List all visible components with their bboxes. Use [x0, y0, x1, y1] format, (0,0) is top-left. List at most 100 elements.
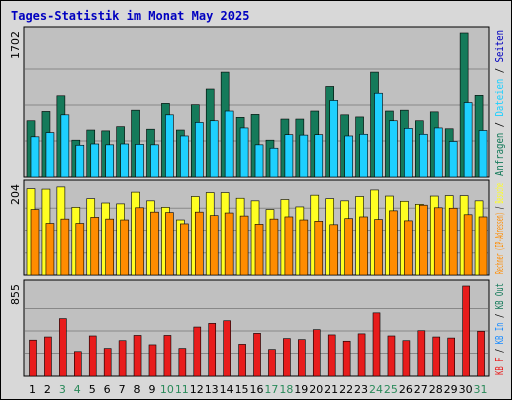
bar-rechner	[150, 211, 159, 276]
panel-top: 1702	[9, 26, 490, 178]
bar-kb-f	[163, 335, 172, 377]
panel-top-legend: Anfragen / Dateien / Seiten	[493, 30, 506, 176]
legend-part: /	[493, 204, 506, 213]
legends: Anfragen / Dateien / Seiten Rechner (IP-A…	[493, 30, 506, 375]
bar-rechner	[239, 215, 249, 276]
x-tick-label: 22	[339, 383, 353, 396]
bar-rechner	[389, 210, 398, 276]
legend-part: /	[493, 117, 506, 133]
x-tick-label: 2	[44, 383, 51, 396]
x-tick-label: 9	[148, 383, 155, 396]
x-tick-label: 27	[414, 383, 428, 396]
bar-dateien	[299, 134, 309, 178]
bar-rechner	[374, 219, 383, 276]
bar-dateien	[359, 133, 368, 178]
x-tick-label: 3	[59, 383, 66, 396]
bar-kb-f	[238, 344, 246, 377]
bar-kb-f	[432, 336, 441, 377]
panel-top-ymax-label: 1702	[9, 31, 22, 59]
bar-dateien	[180, 135, 189, 178]
bar-kb-f	[298, 339, 306, 377]
bar-rechner	[120, 219, 129, 276]
bar-rechner	[463, 214, 473, 276]
bar-kb-f	[133, 335, 142, 377]
bar-kb-f	[29, 339, 37, 377]
x-tick-label: 19	[294, 383, 308, 396]
bar-dateien	[284, 134, 294, 178]
bar-dateien	[374, 92, 383, 178]
x-tick-label: 20	[309, 383, 323, 396]
bar-kb-f	[372, 312, 381, 377]
x-tick-label: 29	[444, 383, 458, 396]
bar-kb-f	[283, 338, 291, 377]
x-tick-label: 14	[220, 383, 234, 396]
x-tick-label: 23	[354, 383, 368, 396]
bar-kb-f	[312, 329, 321, 377]
x-axis-labels: 1 2 3 4 5 6 7 8 9 10 11 12 13 14 15 16 17 18 19 20 21 22 23 24 2…	[29, 383, 488, 396]
x-tick-label: 8	[134, 383, 141, 396]
bar-kb-f	[193, 326, 202, 377]
bar-rechner	[45, 223, 55, 276]
x-tick-label: 1	[29, 383, 36, 396]
bar-dateien	[314, 134, 324, 178]
bar-rechner	[299, 219, 309, 276]
bar-dateien	[404, 128, 413, 178]
bar-dateien	[463, 102, 473, 178]
legend-part: KB In	[493, 322, 506, 344]
panel-middle: 204	[9, 179, 490, 276]
bar-dateien	[75, 144, 85, 178]
bar-kb-f	[74, 351, 82, 377]
bar-kb-f	[148, 344, 157, 377]
legend-part: KB F	[493, 357, 506, 375]
x-tick-label: 18	[279, 383, 293, 396]
bar-rechner	[209, 215, 219, 276]
legend-part: /	[493, 62, 506, 78]
bar-dateien	[45, 132, 55, 178]
bar-kb-f	[402, 340, 411, 377]
legend-part: Besuche	[493, 183, 506, 204]
legend-part: Seiten	[493, 30, 506, 62]
bar-rechner	[194, 211, 204, 276]
bar-kb-f	[103, 348, 112, 377]
bar-kb-f	[477, 330, 485, 377]
legend-part: KB Out	[493, 283, 506, 309]
bar-kb-f	[253, 333, 261, 377]
bar-dateien	[90, 143, 100, 178]
bar-kb-f	[223, 320, 231, 377]
bar-dateien	[478, 130, 488, 178]
legend-part: Dateien	[493, 79, 506, 117]
legend-part: /	[493, 344, 506, 357]
bar-rechner	[478, 216, 488, 276]
bar-kb-f	[59, 318, 67, 377]
bar-rechner	[135, 207, 144, 276]
x-tick-label: 12	[190, 383, 204, 396]
bar-dateien	[419, 133, 428, 178]
x-tick-label: 15	[235, 383, 249, 396]
bar-rechner	[404, 220, 413, 276]
panel-bottom: 855	[9, 279, 490, 377]
bar-kb-f	[357, 333, 366, 377]
bar-rechner	[314, 221, 324, 276]
bar-kb-f	[417, 330, 426, 377]
panel-bottom-ymax-label: 855	[9, 284, 22, 305]
bar-kb-f	[462, 285, 470, 377]
bar-dateien	[269, 147, 279, 178]
x-tick-label: 31	[474, 383, 488, 396]
bar-dateien	[60, 114, 70, 178]
bar-rechner	[105, 218, 114, 276]
x-tick-label: 17	[264, 383, 278, 396]
bar-rechner	[180, 223, 189, 276]
bar-rechner	[224, 212, 234, 276]
bar-rechner	[359, 216, 368, 276]
bar-rechner	[254, 224, 264, 276]
legend-part: /	[493, 309, 506, 322]
bar-dateien	[209, 120, 219, 178]
bar-rechner	[60, 218, 70, 276]
x-tick-label: 30	[459, 383, 473, 396]
x-tick-label: 26	[399, 383, 413, 396]
x-tick-label: 4	[74, 383, 81, 396]
bar-dateien	[165, 114, 174, 178]
chart-title: Tages-Statistik im Monat May 2025	[11, 9, 249, 23]
chart-panels: 1702 204 855	[9, 26, 490, 377]
